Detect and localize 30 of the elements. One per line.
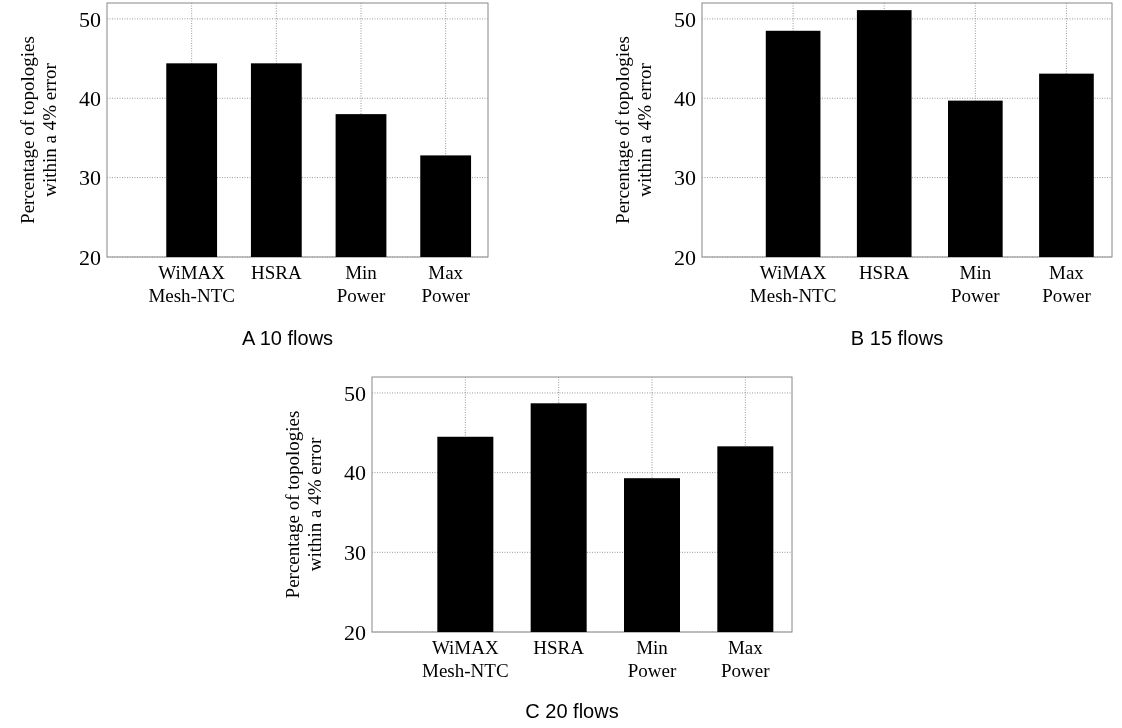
y-axis-title: Percentage of topologies within a 4% error xyxy=(17,36,60,224)
y-tick-label: 50 xyxy=(344,380,366,406)
y-tick-label: 50 xyxy=(674,6,696,32)
x-tick-label: WiMAX Mesh-NTC xyxy=(422,637,509,681)
y-tick-label: 30 xyxy=(674,165,696,191)
y-axis-title: Percentage of topologies within a 4% error xyxy=(612,36,655,224)
y-tick-label: 30 xyxy=(344,540,366,566)
y-tick-label: 40 xyxy=(79,85,101,111)
x-tick-label: Max Power xyxy=(721,637,771,681)
y-tick-label: 30 xyxy=(79,165,101,191)
y-tick-label: 20 xyxy=(674,244,696,270)
y-tick-label: 40 xyxy=(674,85,696,111)
y-tick-label: 40 xyxy=(344,460,366,486)
x-tick-label: Max Power xyxy=(1042,262,1092,306)
x-tick-label: WiMAX Mesh-NTC xyxy=(148,262,235,306)
x-tick-label: Min Power xyxy=(627,637,677,681)
text: C 20 flows xyxy=(525,700,619,722)
y-tick-label: 50 xyxy=(79,6,101,32)
y-tick-label: 20 xyxy=(344,619,366,645)
x-tick-label: HSRA xyxy=(533,637,585,658)
text: A 10 flows xyxy=(241,327,334,349)
x-tick-label: HSRA xyxy=(250,262,302,283)
text: B 15 flows xyxy=(850,327,944,349)
x-tick-label: Min Power xyxy=(951,262,1001,306)
x-tick-label: WiMAX Mesh-NTC xyxy=(749,262,837,306)
x-tick-label: Min Power xyxy=(336,262,386,306)
x-tick-label: Max Power xyxy=(421,262,471,306)
x-tick-label: HSRA xyxy=(858,262,910,283)
y-tick-label: 20 xyxy=(79,244,101,270)
y-axis-title: Percentage of topologies within a 4% error xyxy=(282,410,325,599)
